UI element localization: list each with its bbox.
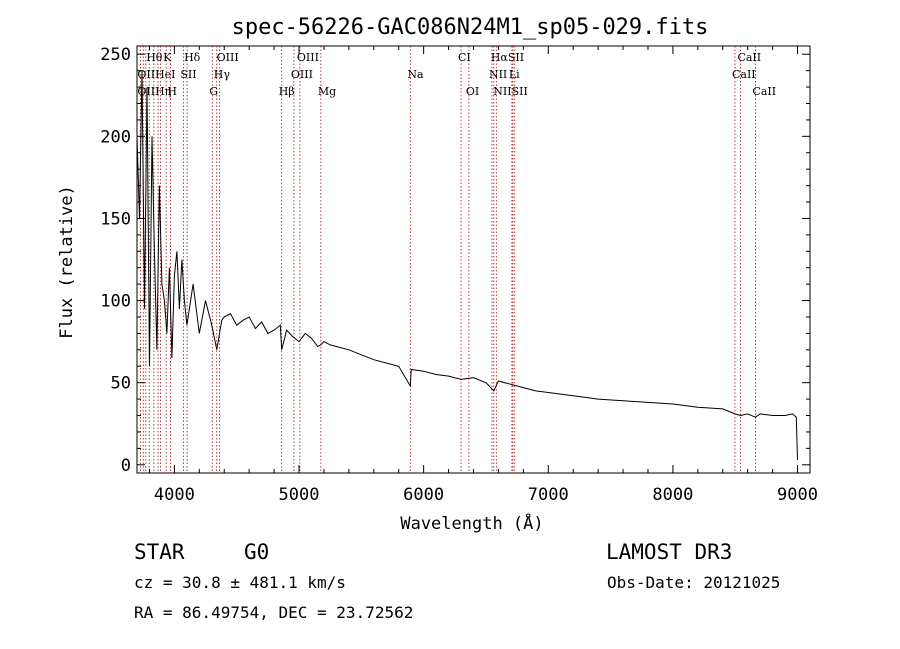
line-label: G xyxy=(209,85,218,98)
x-axis-label: Wavelength (Å) xyxy=(400,512,543,534)
plot-border xyxy=(136,45,811,474)
line-label: CaII xyxy=(732,68,756,81)
chart-title: spec-56226-GAC086N24M1_sp05-029.fits xyxy=(232,15,709,40)
survey-name: LAMOST DR3 xyxy=(606,540,733,564)
line-label: K xyxy=(163,51,172,64)
line-label: CaII xyxy=(737,51,761,64)
line-label: OIIHeI xyxy=(137,68,175,81)
line-label: H xyxy=(167,85,177,98)
observation-date: Obs-Date: 20121025 xyxy=(607,573,781,592)
x-tick-label: 7000 xyxy=(528,485,569,505)
line-label: OIIHη xyxy=(137,85,171,98)
axes-layer: 4000 5000 6000 7000 8000 9000 0 50 100 150 200 250 xyxy=(100,45,818,505)
line-label: Hγ xyxy=(214,68,231,81)
line-label: Hβ xyxy=(279,85,295,98)
y-tick-label: 200 xyxy=(100,127,131,147)
spectrum-line xyxy=(136,70,798,460)
y-axis-label: Flux (relative) xyxy=(57,185,77,339)
x-tick-label: 8000 xyxy=(652,485,693,505)
line-label: NIISII xyxy=(493,85,528,98)
redshift-readout: cz = 30.8 ± 481.1 km/s xyxy=(134,573,346,592)
line-label: NII xyxy=(489,68,507,81)
x-tick-label: 5000 xyxy=(279,485,320,505)
line-label: OI xyxy=(466,85,479,98)
y-tick-label: 250 xyxy=(100,45,131,65)
line-label: Hδ xyxy=(184,51,201,64)
x-tick-label: 6000 xyxy=(403,485,444,505)
plot-frame xyxy=(136,45,811,474)
line-label: HαSII xyxy=(491,51,524,64)
coordinates: RA = 86.49754, DEC = 23.72562 xyxy=(134,603,414,622)
y-tick-label: 0 xyxy=(121,456,131,476)
y-tick-label: 50 xyxy=(111,374,131,394)
line-label: OIII xyxy=(217,51,239,64)
x-tick-label: 4000 xyxy=(154,485,195,505)
line-label: CaII xyxy=(752,85,776,98)
y-tick-label: 150 xyxy=(100,209,131,229)
x-tick-label: 9000 xyxy=(777,485,818,505)
line-label: OIII xyxy=(297,51,319,64)
series-layer xyxy=(136,70,798,460)
line-label: CI xyxy=(458,51,471,64)
line-label: Mg xyxy=(318,85,336,98)
emission-line-markers xyxy=(139,46,756,473)
line-label: Na xyxy=(407,68,424,81)
y-tick-label: 100 xyxy=(100,292,131,312)
line-label: OIII xyxy=(291,68,313,81)
line-label: SII xyxy=(180,68,196,81)
line-label: Li xyxy=(509,68,520,81)
object-class: STAR xyxy=(134,540,185,564)
object-subclass: G0 xyxy=(244,540,270,564)
emission-line-labels: Hθ K Hδ OIII OIII CI HαSII CaII OIIHeI SII Hγ OIII N… xyxy=(137,51,776,98)
line-label: Hθ xyxy=(146,51,163,64)
